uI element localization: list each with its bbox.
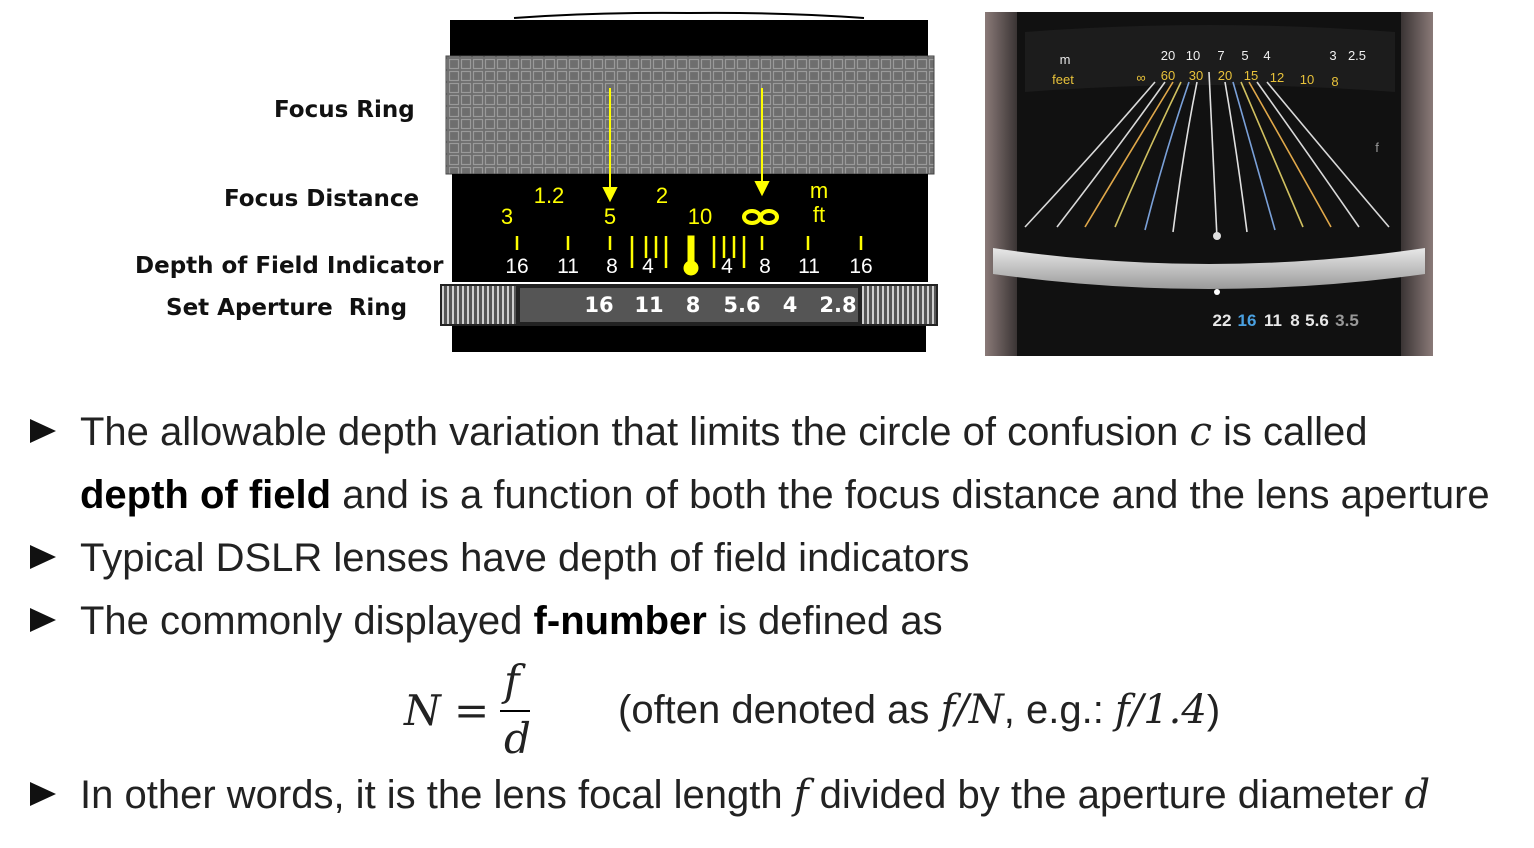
photo-distance-ft: 20 <box>1218 68 1232 83</box>
photo-aperture: 22 <box>1213 311 1232 330</box>
photo-distance-m: 2.5 <box>1348 48 1366 63</box>
dof-number: 4 <box>642 255 654 278</box>
infinity-icon <box>742 209 779 225</box>
photo-aperture: 8 <box>1290 311 1299 330</box>
photo-distance-ft: 60 <box>1161 68 1175 83</box>
units-m-label: m <box>810 178 828 203</box>
distance-label: 2 <box>656 183 668 208</box>
dof-number: 16 <box>505 255 528 278</box>
photo-distance-ft: 15 <box>1244 68 1258 83</box>
bullet-1-line-1: The allowable depth variation that limit… <box>80 409 1368 455</box>
f-number-formula: N = f d (often denoted as f/N, e.g.: f/1… <box>404 656 1221 763</box>
photo-distance-m: 20 <box>1161 48 1175 63</box>
dof-number: 4 <box>721 255 733 278</box>
focus-arrows <box>602 88 770 203</box>
photo-side-text: f <box>1375 140 1379 155</box>
aperture-number: 11 <box>634 293 663 317</box>
photo-distance-m: 7 <box>1217 48 1224 63</box>
dof-number: 11 <box>798 255 820 278</box>
bullet-1-line-2: depth of field and is a function of both… <box>80 473 1490 517</box>
photo-distance-ft: 10 <box>1300 72 1314 87</box>
distance-label: 3 <box>501 204 513 229</box>
lens-photo: m feet 20 10 7 5 4 3 2.5 ∞ 60 30 20 15 1… <box>985 12 1433 356</box>
bullet-marker-icon <box>30 545 56 569</box>
focus-ring-label: Focus Ring <box>274 97 415 123</box>
dof-number: 8 <box>759 255 771 278</box>
dof-number: 8 <box>606 255 618 278</box>
photo-distance-m: 3 <box>1329 48 1336 63</box>
bullet-marker-icon <box>30 782 56 806</box>
dof-number: 11 <box>557 255 579 278</box>
aperture-ring-label: Set Aperture Ring <box>166 295 408 321</box>
photo-distance-ft: 8 <box>1331 74 1338 89</box>
aperture-number: 4 <box>783 293 798 317</box>
aperture-number: 2.8 <box>819 293 856 317</box>
dof-ticks <box>515 236 863 268</box>
photo-distance-m: 5 <box>1241 48 1248 63</box>
lens-barrel-diagram: 1.2 2 3 5 10 m ft 16 11 8 4 4 <box>440 11 938 352</box>
center-index <box>683 235 699 276</box>
photo-aperture: 11 <box>1264 311 1282 330</box>
photo-distance-ft: 12 <box>1270 70 1284 85</box>
photo-distance-m: 4 <box>1263 48 1270 63</box>
aperture-number: 8 <box>686 293 701 317</box>
distance-label: 10 <box>688 204 712 229</box>
aperture-number: 16 <box>584 293 613 317</box>
bullet-marker-icon <box>30 419 56 443</box>
aperture-number: 5.6 <box>723 293 760 317</box>
photo-distance-ft: ∞ <box>1136 70 1145 85</box>
distance-label: 1.2 <box>534 183 565 208</box>
bullet-marker-icon <box>30 608 56 632</box>
bullet-4: In other words, it is the lens focal len… <box>80 772 1431 818</box>
distance-label: 5 <box>604 204 616 229</box>
dof-curves <box>1024 71 1390 239</box>
photo-aperture: 16 <box>1238 311 1257 330</box>
photo-distance-ft: 30 <box>1189 68 1203 83</box>
fraction-bar <box>500 710 530 712</box>
photo-aperture: 5.6 <box>1305 311 1329 330</box>
photo-unit-feet: feet <box>1052 72 1074 87</box>
bullet-3: The commonly displayed f-number is defin… <box>80 599 943 643</box>
units-ft-label: ft <box>813 202 825 227</box>
photo-aperture: 3.5 <box>1335 311 1359 330</box>
focus-distance-label: Focus Distance <box>224 186 420 212</box>
photo-unit-m: m <box>1060 52 1071 67</box>
dof-indicator-label: Depth of Field Indicator <box>135 253 444 279</box>
photo-distance-m: 10 <box>1186 48 1200 63</box>
bullet-2: Typical DSLR lenses have depth of field … <box>80 536 970 580</box>
dof-number: 16 <box>849 255 872 278</box>
focus-ring <box>445 55 935 175</box>
